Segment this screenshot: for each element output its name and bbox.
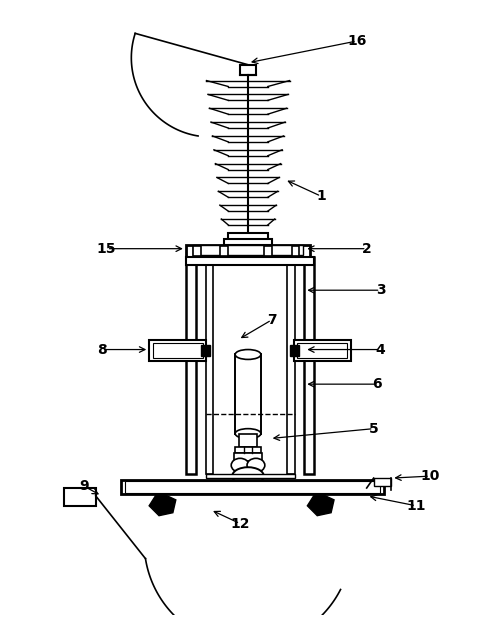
Ellipse shape [231,459,249,472]
Text: 15: 15 [97,242,116,256]
Ellipse shape [235,429,261,439]
Polygon shape [308,494,334,515]
Bar [206,474,294,478]
Bar [298,342,347,358]
Bar [126,481,380,493]
Text: 10: 10 [420,469,440,483]
Ellipse shape [235,350,261,360]
Bar [228,233,268,241]
Text: 4: 4 [376,342,386,357]
Bar [292,246,300,256]
Text: 1: 1 [316,189,326,203]
Bar [153,342,202,358]
Bar [286,256,294,474]
Bar [149,340,206,362]
Bar [235,355,261,434]
Ellipse shape [247,459,265,472]
Bar [206,256,214,474]
Bar [290,345,300,357]
Bar [294,340,351,362]
Bar [200,345,210,357]
Bar [234,454,262,461]
Bar [374,478,392,486]
Bar [186,256,314,265]
Bar [264,246,272,256]
Polygon shape [149,494,176,515]
Text: 3: 3 [376,283,386,297]
Bar [240,65,256,75]
Bar [64,488,96,506]
Bar [122,480,384,494]
Bar [304,256,314,474]
Text: 16: 16 [347,34,366,48]
Text: 8: 8 [97,342,106,357]
Bar [192,245,304,255]
Text: 9: 9 [79,479,88,493]
Bar [192,246,200,256]
Text: 6: 6 [372,377,382,391]
Text: 2: 2 [362,242,372,256]
Bar [220,246,228,256]
Bar [186,256,196,474]
Bar [186,245,310,256]
Text: 12: 12 [230,517,250,531]
Text: 7: 7 [267,313,276,327]
Bar [239,434,257,447]
Ellipse shape [232,467,264,485]
Bar [235,447,261,454]
Text: 11: 11 [406,499,426,513]
Text: 5: 5 [368,421,378,436]
Bar [224,239,272,245]
